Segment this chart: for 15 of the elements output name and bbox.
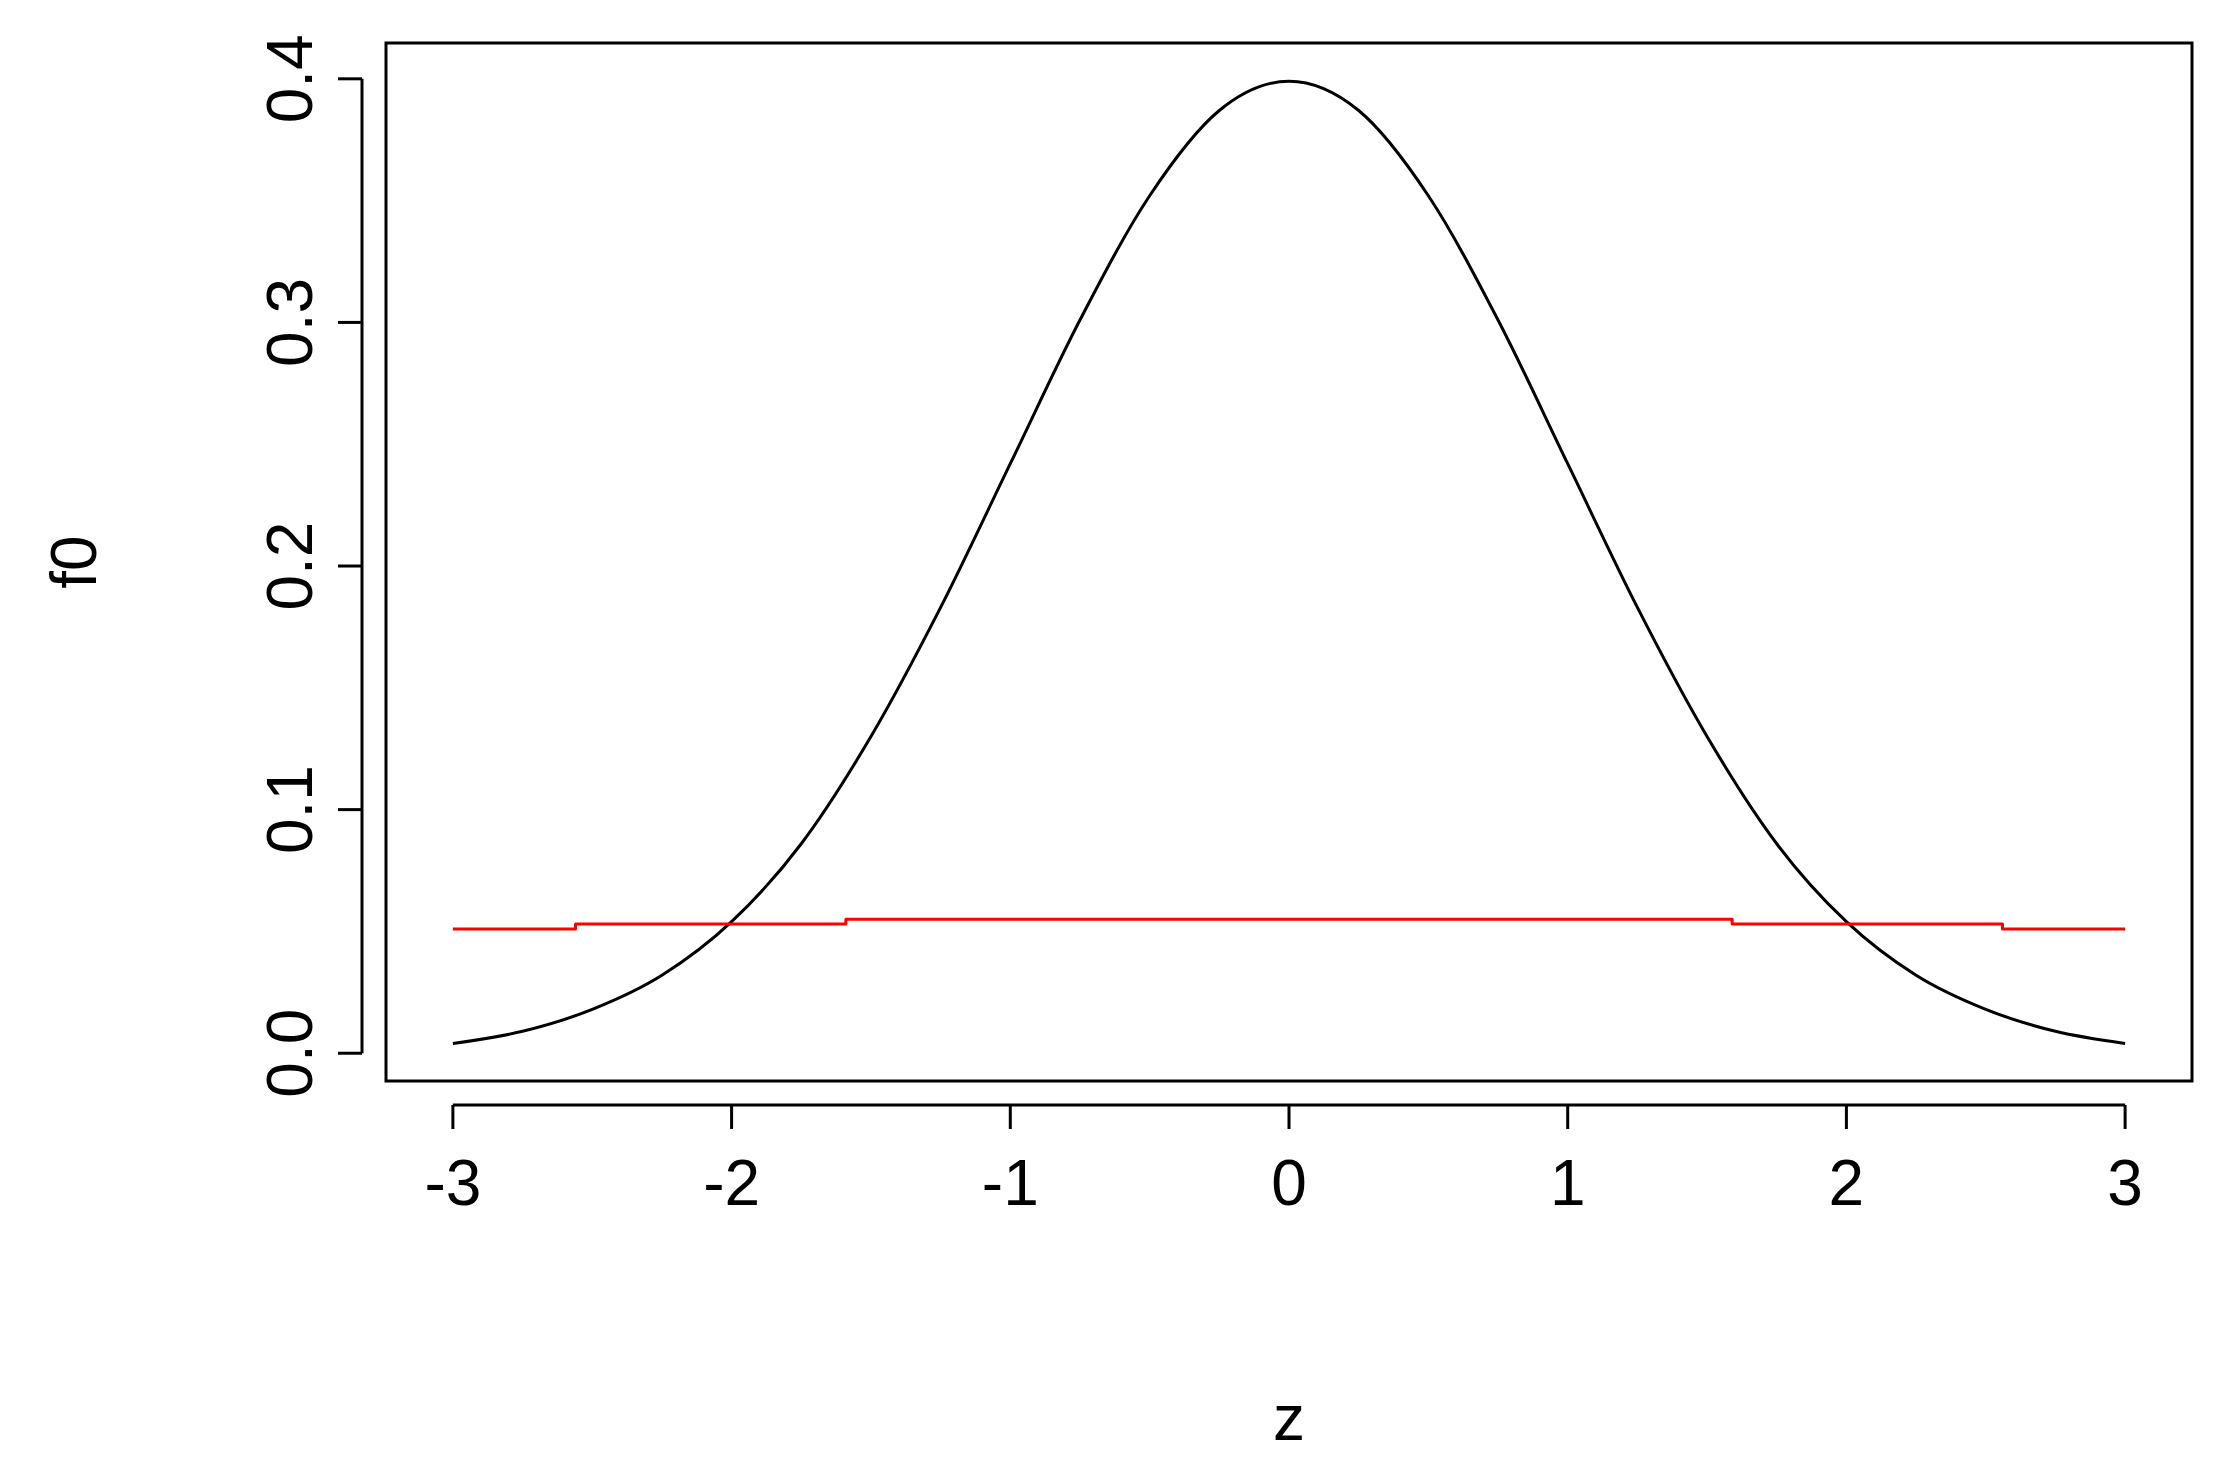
y-tick-label: 0.2 — [254, 521, 326, 611]
y-axis-title: f0 — [38, 535, 110, 589]
line-series — [451, 79, 2127, 1045]
y-tick-label: 0.3 — [254, 277, 326, 367]
x-tick-label: 1 — [1549, 1147, 1586, 1219]
x-tick-label: -2 — [703, 1147, 761, 1219]
x-tick-label: 3 — [2107, 1147, 2143, 1219]
y-tick-label: 0.4 — [254, 34, 326, 124]
x-axis-title: z — [1273, 1382, 1305, 1454]
y-tick-label: 0.0 — [254, 1008, 326, 1098]
x-tick-label: -1 — [981, 1147, 1039, 1219]
x-tick-label: 0 — [1271, 1147, 1307, 1219]
x-tick-label: -3 — [424, 1147, 482, 1219]
y-tick-label: 0.1 — [254, 765, 326, 855]
x-tick-label: 2 — [1828, 1147, 1865, 1219]
